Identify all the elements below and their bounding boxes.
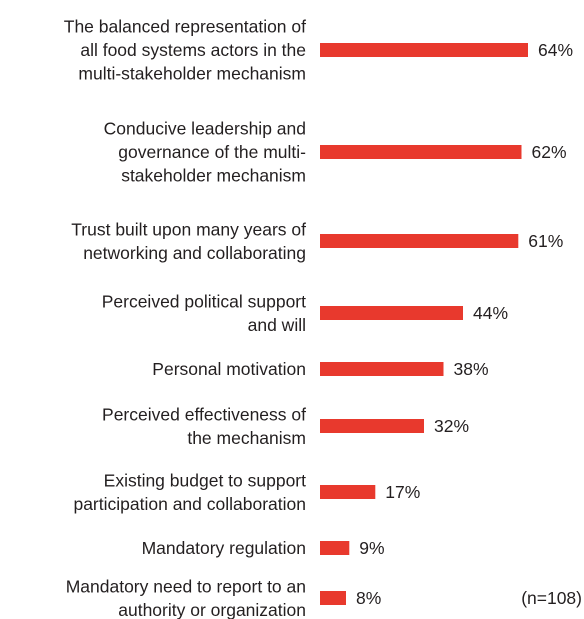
value-label: 44%	[473, 303, 508, 323]
category-label-line: and will	[248, 315, 306, 335]
category-label-line: Personal motivation	[152, 359, 306, 379]
category-label-line: governance of the multi-	[118, 142, 306, 162]
category-label-line: networking and collaborating	[83, 243, 306, 263]
category-label-line: all food systems actors in the	[80, 40, 306, 60]
bar	[320, 234, 519, 248]
value-label: 61%	[528, 231, 563, 251]
category-label-line: Mandatory need to report to an	[66, 576, 306, 596]
value-labels: 64% 62% 61% 44% 38% 32% 17% 9% 8%	[356, 40, 573, 608]
bar	[320, 43, 528, 57]
value-label: 17%	[385, 482, 420, 502]
value-label: 9%	[359, 538, 384, 558]
value-label: 38%	[454, 359, 489, 379]
bar	[320, 362, 444, 376]
category-label-line: Existing budget to support	[104, 470, 306, 490]
value-label: 32%	[434, 416, 469, 436]
value-label: 64%	[538, 40, 573, 60]
sample-size-annotation: (n=108)	[521, 588, 582, 608]
category-label-line: stakeholder mechanism	[121, 166, 306, 186]
category-label-line: Mandatory regulation	[142, 538, 306, 558]
category-label-line: multi-stakeholder mechanism	[78, 64, 306, 84]
category-label-line: The balanced representation of	[64, 17, 306, 37]
bar	[320, 541, 350, 555]
category-label-line: participation and collaboration	[73, 494, 306, 514]
category-label-line: Perceived effectiveness of	[102, 404, 306, 424]
category-label: Conducive leadership and governance of th…	[104, 119, 307, 186]
bar	[320, 591, 346, 605]
category-labels: The balanced representation of all food s…	[64, 17, 306, 619]
category-label: Mandatory regulation	[142, 538, 306, 558]
category-label-line: Conducive leadership and	[104, 119, 306, 139]
category-label: Personal motivation	[152, 359, 306, 379]
category-label: Perceived effectiveness of the mechanism	[102, 404, 306, 448]
bar	[320, 485, 376, 499]
value-label: 62%	[532, 142, 567, 162]
bar	[320, 145, 522, 159]
category-label-line: authority or organization	[118, 600, 306, 619]
category-label-line: Perceived political support	[102, 291, 306, 311]
category-label: The balanced representation of all food s…	[64, 17, 306, 84]
category-label: Trust built upon many years of networking…	[71, 219, 306, 262]
category-label: Existing budget to support participation …	[73, 470, 306, 514]
category-label-line: Trust built upon many years of	[71, 219, 306, 239]
value-label: 8%	[356, 588, 381, 608]
bar	[320, 306, 463, 320]
category-label-line: the mechanism	[187, 428, 306, 448]
category-label: Mandatory need to report to an authority …	[66, 576, 306, 619]
bars	[320, 43, 528, 605]
category-label: Perceived political support and will	[102, 291, 306, 335]
bar	[320, 419, 424, 433]
